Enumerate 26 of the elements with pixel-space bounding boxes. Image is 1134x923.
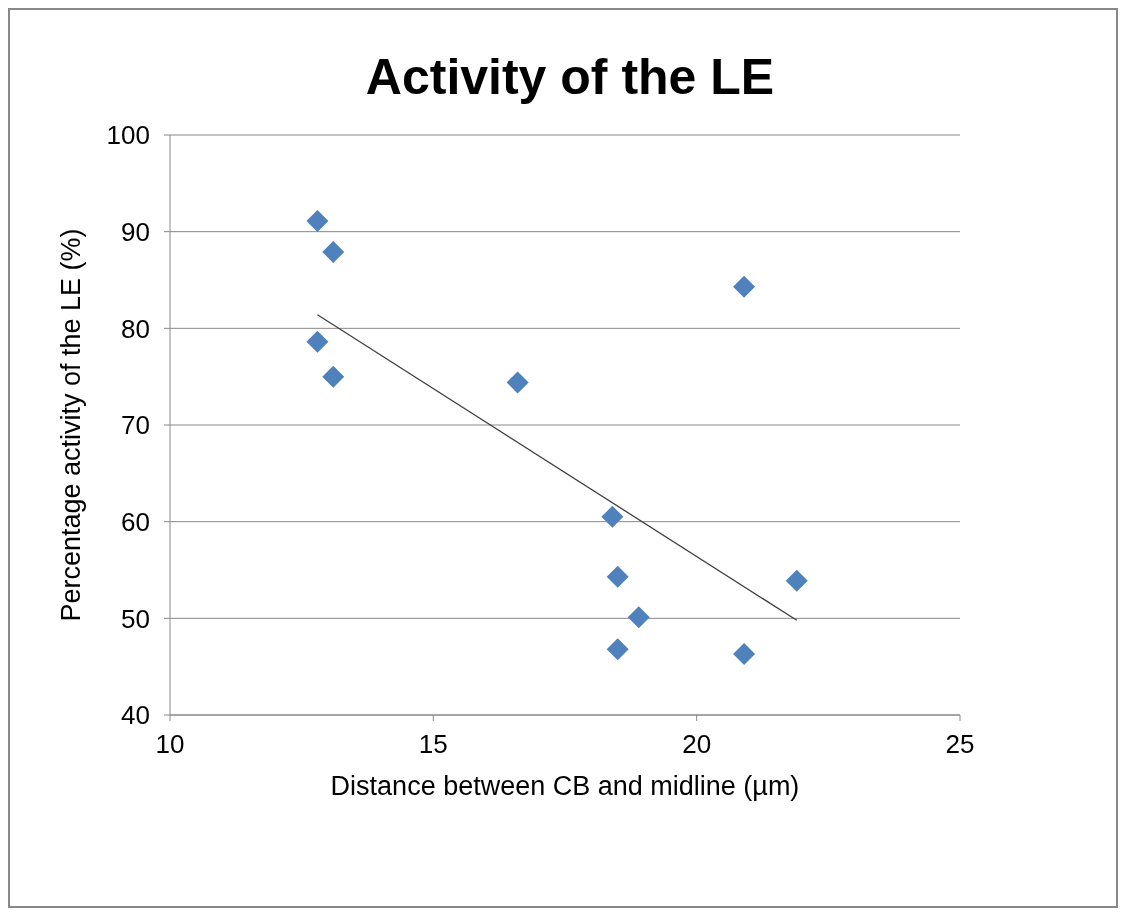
point: [606, 638, 629, 661]
x-axis-title: Distance between CB and midline (µm): [330, 771, 800, 801]
y-axis-title: Percentage activity of the LE (%): [55, 228, 86, 622]
point: [306, 210, 329, 233]
y-tick-label: 50: [121, 603, 150, 634]
point: [627, 606, 650, 629]
chart-title: Activity of the LE: [364, 48, 776, 106]
x-tick-label: 10: [155, 729, 185, 760]
x-tick-label: 15: [418, 729, 448, 760]
point: [733, 275, 756, 298]
point: [506, 371, 529, 394]
y-tick-label: 70: [121, 410, 150, 441]
x-tick-label: 25: [945, 729, 975, 760]
point: [601, 505, 624, 528]
point: [733, 643, 756, 666]
y-tick-label: 90: [121, 216, 150, 247]
y-tick-label: 80: [121, 313, 150, 344]
y-tick-label: 60: [121, 506, 150, 537]
point: [606, 565, 629, 588]
x-tick-label: 20: [682, 729, 712, 760]
y-tick-label: 100: [106, 120, 150, 151]
point: [322, 365, 345, 388]
point: [785, 569, 808, 592]
y-tick-label: 40: [121, 700, 150, 731]
point: [322, 240, 345, 263]
point: [306, 330, 329, 353]
